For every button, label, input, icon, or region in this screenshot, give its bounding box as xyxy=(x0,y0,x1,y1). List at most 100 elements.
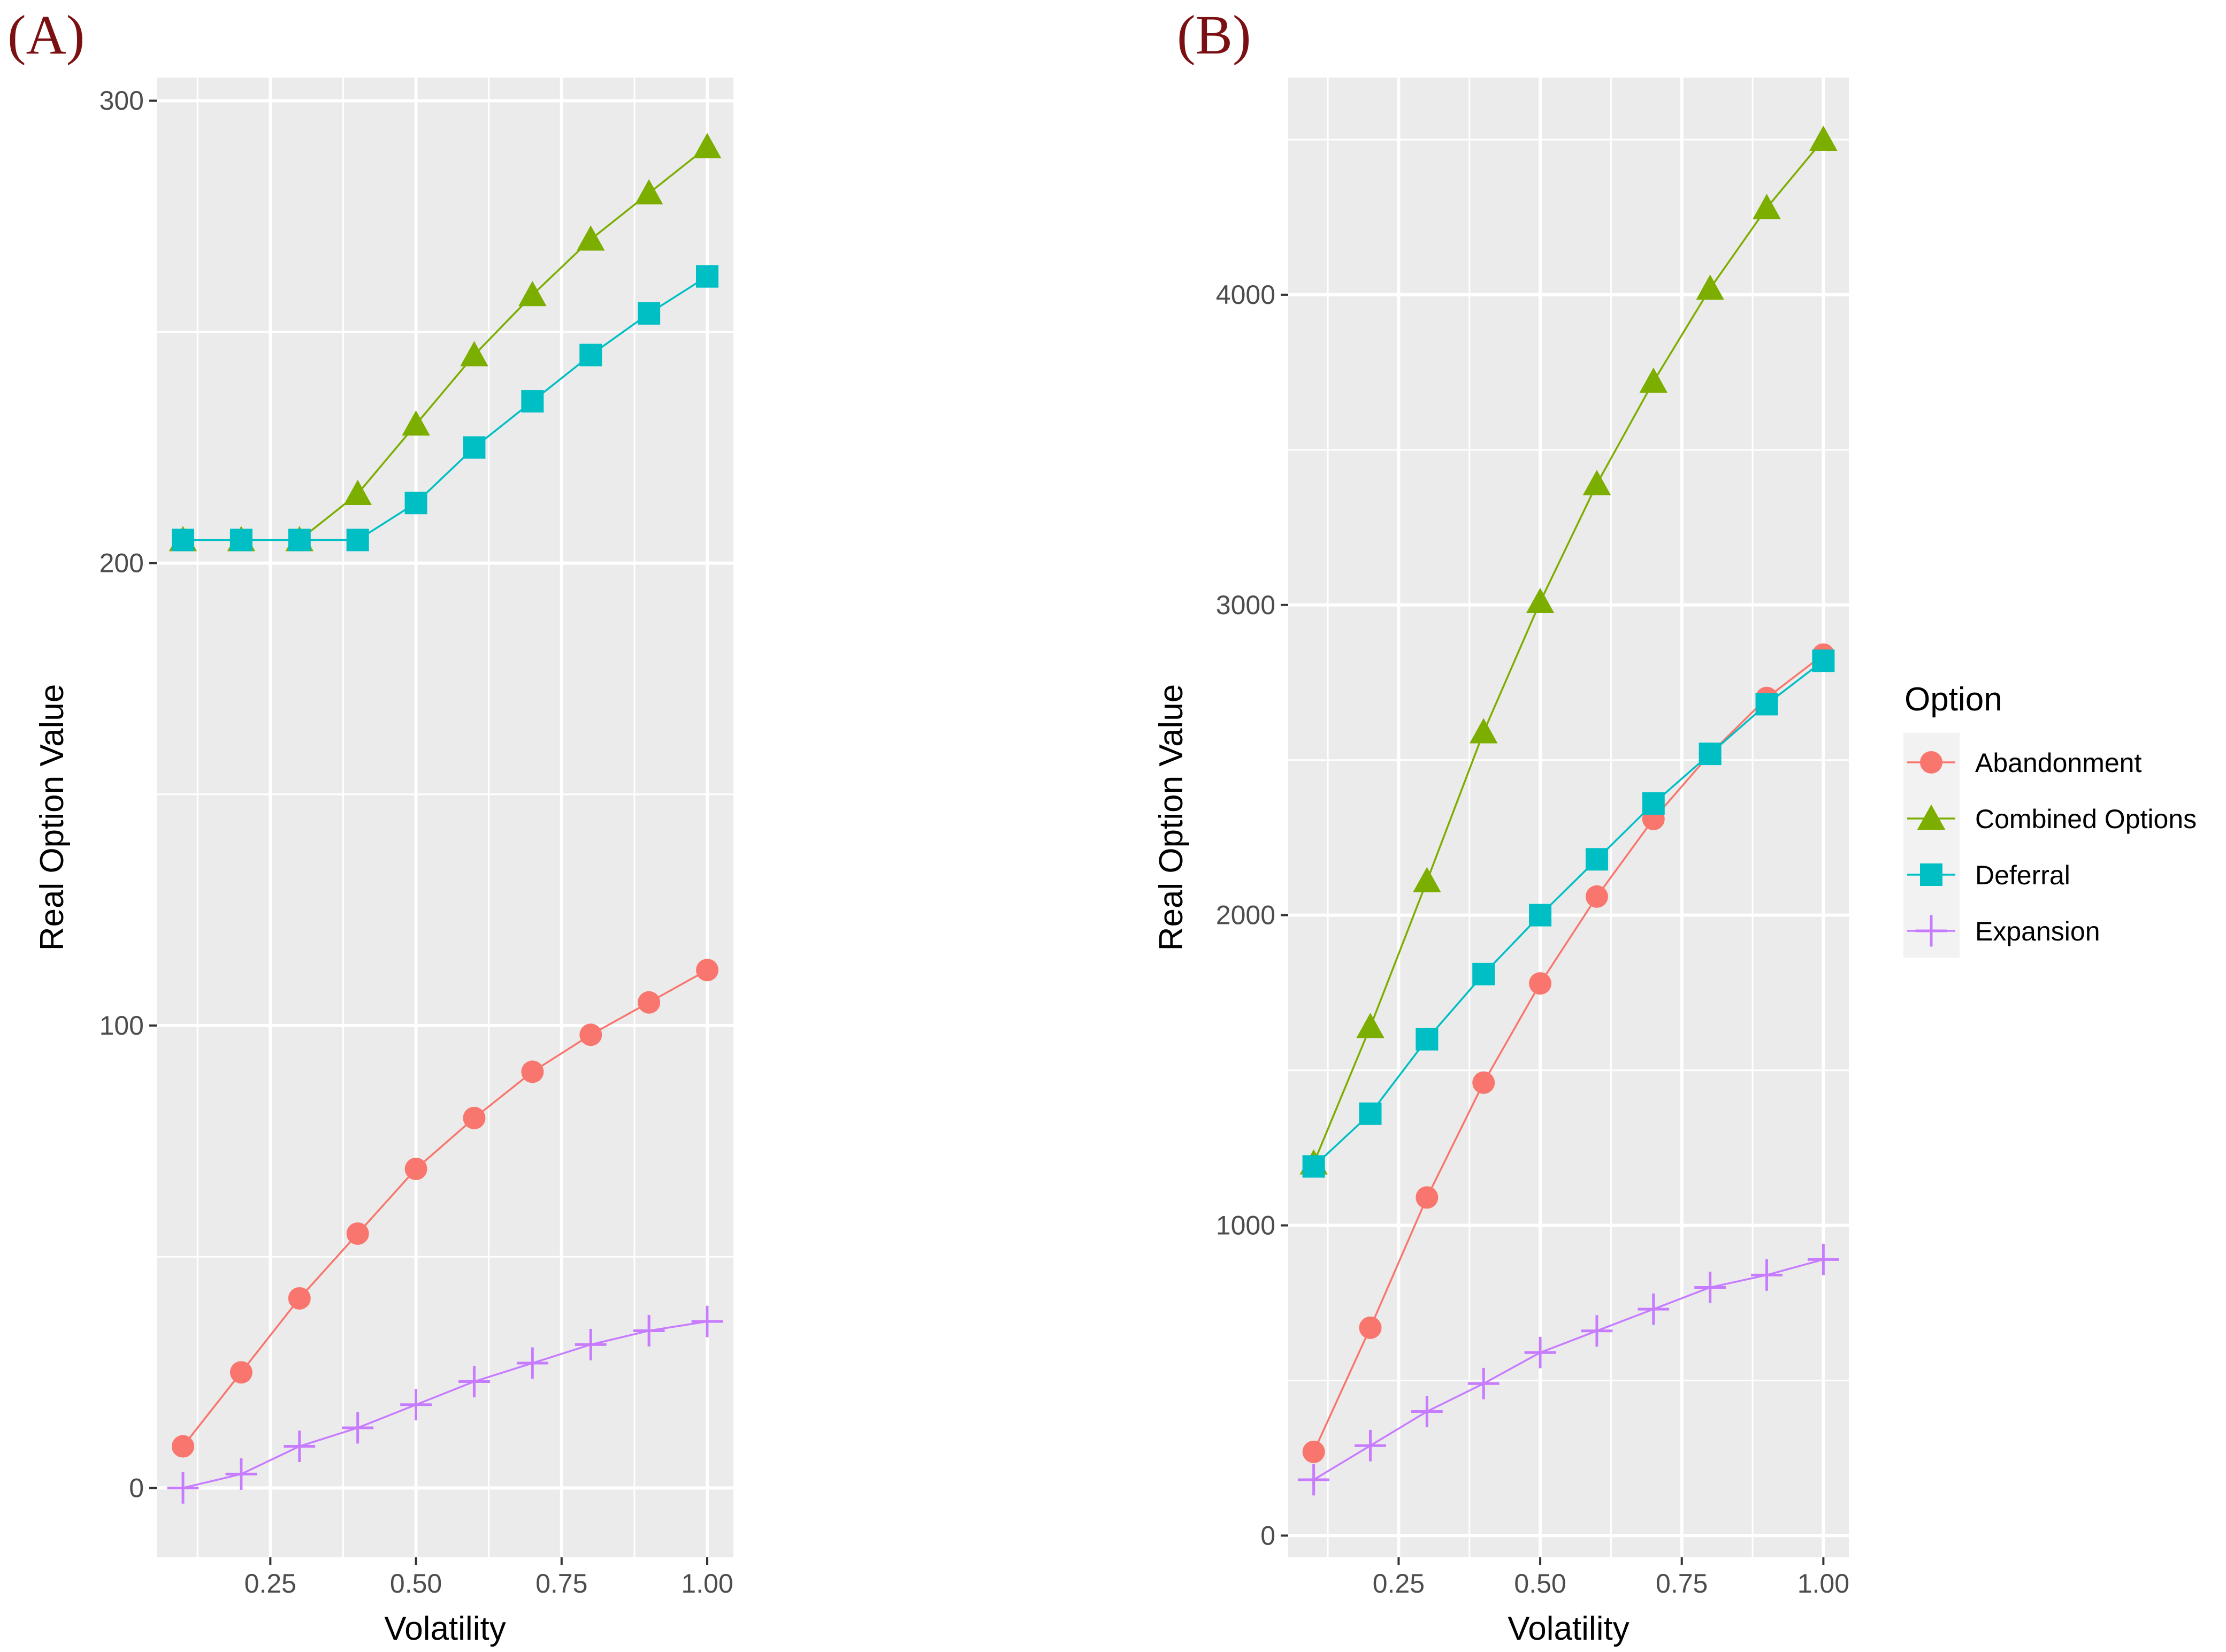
legend-label: Expansion xyxy=(1975,916,2100,946)
legend-label: Combined Options xyxy=(1975,804,2197,834)
y-tick-label: 4000 xyxy=(1216,280,1275,310)
data-point-combined-options xyxy=(1753,194,1781,219)
x-tick-label: 0.50 xyxy=(390,1569,442,1599)
data-point-expansion xyxy=(284,1431,316,1462)
data-point-combined-options xyxy=(1696,274,1724,300)
series-line-deferral xyxy=(183,276,708,541)
y-tick-label: 100 xyxy=(100,1011,144,1041)
plot-background xyxy=(157,78,733,1557)
data-point-deferral xyxy=(1302,1155,1325,1178)
data-point-deferral xyxy=(230,529,253,552)
y-tick-label: 0 xyxy=(129,1473,144,1503)
series-line-abandonment xyxy=(1313,654,1824,1452)
y-tick-label: 200 xyxy=(100,548,144,578)
data-point-abandonment xyxy=(638,991,661,1014)
data-point-deferral xyxy=(1755,693,1778,716)
legend-label: Deferral xyxy=(1975,860,2070,890)
series-expansion xyxy=(1298,1243,1839,1496)
x-tick-label: 1.00 xyxy=(1797,1569,1849,1599)
data-point-expansion xyxy=(516,1347,548,1379)
data-point-expansion xyxy=(1467,1367,1500,1399)
data-point-expansion xyxy=(1524,1336,1556,1368)
y-tick-label: 3000 xyxy=(1216,590,1275,620)
x-axis-title: Volatility xyxy=(1508,1610,1629,1647)
x-tick-label: 0.50 xyxy=(1514,1569,1566,1599)
data-point-abandonment xyxy=(1529,972,1552,995)
y-tick-label: 2000 xyxy=(1216,900,1275,930)
legend-title: Option xyxy=(1904,681,2002,718)
y-axis-title: Real Option Value xyxy=(34,684,71,951)
data-point-combined-options xyxy=(693,133,722,158)
data-point-expansion xyxy=(1807,1243,1839,1275)
legend-marker-square xyxy=(1920,863,1942,886)
data-point-deferral xyxy=(404,492,427,515)
legend-label: Abandonment xyxy=(1975,748,2141,778)
data-point-abandonment xyxy=(579,1023,602,1046)
data-point-abandonment xyxy=(230,1361,253,1384)
x-tick-label: 0.25 xyxy=(1373,1569,1425,1599)
data-point-expansion xyxy=(1355,1429,1386,1462)
y-tick-label: 300 xyxy=(100,86,144,116)
x-tick-label: 1.00 xyxy=(681,1569,733,1599)
data-point-expansion xyxy=(1298,1464,1330,1496)
data-point-deferral xyxy=(1585,848,1608,871)
legend-marker-cross xyxy=(1915,915,1947,947)
data-point-deferral xyxy=(1416,1028,1439,1051)
series-deferral xyxy=(1302,649,1835,1178)
data-point-expansion xyxy=(458,1366,490,1397)
data-point-expansion xyxy=(575,1328,607,1360)
data-point-expansion xyxy=(400,1389,432,1421)
panel-b: (B) 0.25 0.50 0.75 1.00 0 1000 2000 3000 4000 Vola… xyxy=(1153,4,1849,1647)
x-tick-label: 0.75 xyxy=(536,1569,587,1599)
data-point-abandonment xyxy=(1585,885,1608,908)
data-point-deferral xyxy=(172,529,194,552)
data-point-expansion xyxy=(167,1472,199,1504)
data-point-deferral xyxy=(696,265,718,288)
data-point-expansion xyxy=(1751,1259,1783,1291)
data-point-abandonment xyxy=(1359,1316,1382,1339)
y-tick-label: 1000 xyxy=(1216,1211,1275,1241)
data-point-deferral xyxy=(1359,1102,1382,1125)
legend-marker-circle xyxy=(1920,751,1942,774)
panel-label: (B) xyxy=(1177,4,1251,66)
data-point-combined-options xyxy=(343,479,372,505)
data-point-abandonment xyxy=(1472,1071,1495,1094)
data-point-deferral xyxy=(521,390,544,413)
data-point-abandonment xyxy=(463,1106,486,1129)
data-point-combined-options xyxy=(576,225,605,251)
x-axis-title: Volatility xyxy=(384,1610,506,1647)
data-point-abandonment xyxy=(404,1157,427,1180)
data-point-abandonment xyxy=(521,1060,544,1083)
series-line-expansion xyxy=(182,1320,708,1489)
data-point-deferral xyxy=(1699,743,1722,766)
data-point-abandonment xyxy=(346,1222,369,1245)
data-point-expansion xyxy=(225,1458,257,1490)
data-point-deferral xyxy=(346,529,369,552)
data-point-combined-options xyxy=(1356,1013,1384,1038)
data-point-deferral xyxy=(1642,792,1665,815)
data-point-deferral xyxy=(1472,962,1495,985)
data-point-deferral xyxy=(1529,904,1552,927)
y-tick-label: 0 xyxy=(1260,1520,1275,1550)
data-point-combined-options xyxy=(402,410,430,436)
series-abandonment xyxy=(172,959,718,1458)
series-line-expansion xyxy=(1313,1258,1824,1481)
data-point-expansion xyxy=(633,1315,665,1347)
panel-label: (A) xyxy=(7,4,85,66)
legend-item-combined-options: Combined Options xyxy=(1907,804,2197,834)
legend-item-abandonment: Abandonment xyxy=(1907,748,2141,778)
data-point-deferral xyxy=(638,302,661,325)
data-point-deferral xyxy=(579,343,602,366)
data-point-deferral xyxy=(288,529,311,552)
legend-marker-triangle xyxy=(1917,804,1946,830)
data-point-expansion xyxy=(342,1412,374,1444)
data-point-expansion xyxy=(691,1305,723,1337)
series-line-abandonment xyxy=(182,969,708,1447)
panel-a: (A) 0.25 0.50 0.75 1.00 0 100 200 300 Volatility R… xyxy=(7,4,733,1647)
data-point-combined-options xyxy=(460,341,488,366)
data-point-abandonment xyxy=(172,1435,194,1458)
data-point-expansion xyxy=(1638,1293,1670,1325)
data-point-combined-options xyxy=(518,281,547,307)
data-point-combined-options xyxy=(1526,587,1555,613)
